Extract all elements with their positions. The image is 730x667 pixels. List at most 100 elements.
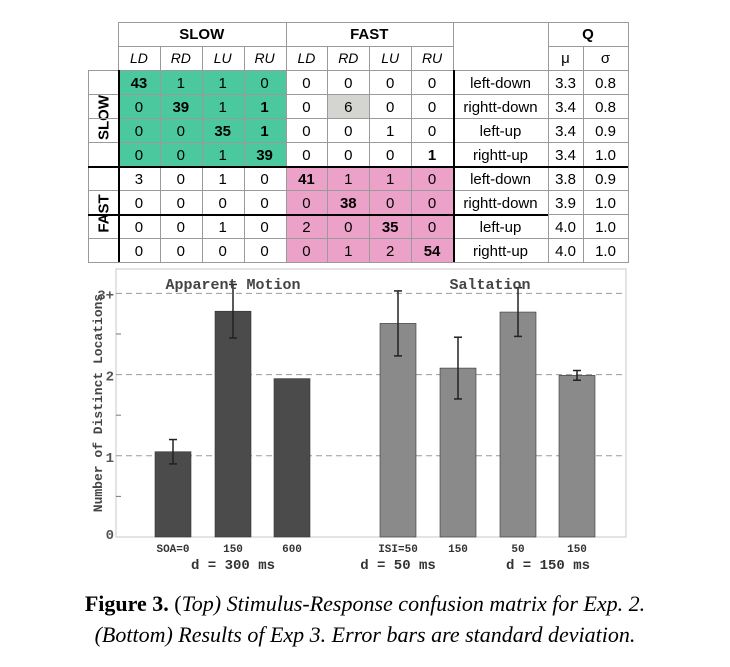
matrix-cell: 0 [411, 215, 453, 239]
matrix-cell: 38 [327, 191, 370, 215]
matrix-cell: 0 [427, 74, 437, 92]
figure-caption: Figure 3. (Top) Stimulus-Response confus… [0, 588, 730, 650]
column-header: RD [338, 50, 359, 66]
matrix-cell: 0 [118, 143, 160, 167]
bar [214, 310, 252, 538]
row-label: rightt-down [463, 98, 538, 116]
column-header: RD [170, 50, 191, 66]
matrix-cell: 0 [344, 74, 353, 92]
matrix-cell: 1 [201, 143, 244, 167]
matrix-cell: 1 [201, 95, 244, 119]
matrix-cell: 0 [218, 242, 227, 260]
matrix-cell: 0 [159, 119, 202, 143]
matrix-cell: 3 [134, 170, 144, 188]
column-header: LD [129, 50, 148, 66]
row-label-separator-line [118, 70, 120, 262]
caption-line1-text: ) Stimulus-Response confusion matrix for… [213, 591, 646, 616]
mu-value: 3.9 [555, 194, 576, 212]
matrix-cell: 1 [218, 218, 227, 236]
row-label: left-up [479, 218, 522, 236]
matrix-cell: 1 [327, 239, 370, 263]
mu-value: 3.4 [555, 98, 576, 116]
grid-line [548, 22, 549, 263]
matrix-cell: 35 [201, 119, 244, 143]
column-header: LU [213, 50, 232, 66]
group-separator-line [88, 166, 628, 168]
matrix-cell: 0 [344, 146, 353, 164]
grid-line [201, 46, 203, 263]
row-label: rightt-down [463, 194, 538, 212]
y-tick-label: 2 [106, 370, 114, 386]
matrix-cell: 0 [260, 218, 269, 236]
mu-value: 4.0 [555, 242, 576, 260]
grid-line [285, 22, 287, 46]
matrix-cell: 0 [427, 98, 437, 116]
fast-group-header: FAST [350, 25, 389, 43]
matrix-cell: 35 [369, 215, 412, 239]
matrix-cell: 0 [411, 167, 453, 191]
matrix-cell: 0 [243, 71, 286, 95]
caption-paren: ( [174, 591, 182, 616]
bar [273, 378, 311, 538]
grid-line [327, 46, 329, 263]
matrix-cell: 0 [176, 218, 185, 236]
mu-value: 4.0 [555, 218, 576, 236]
matrix-cell: 0 [302, 122, 311, 140]
x-tick-label: 150 [448, 544, 468, 556]
q-group-header: Q [582, 25, 594, 43]
matrix-cell: 1 [243, 95, 286, 119]
matrix-cell: 0 [386, 74, 395, 92]
row-label: rightt-up [472, 146, 529, 164]
matrix-cell: 0 [285, 191, 328, 215]
x-tick-label: 150 [567, 544, 587, 556]
x-tick-label: SOA=0 [156, 544, 189, 556]
matrix-cell: 0 [344, 122, 353, 140]
section-title: Saltation [449, 277, 530, 294]
sigma-value: 1.0 [595, 218, 616, 236]
grid-line [88, 70, 628, 71]
caption-top-word: Top [181, 591, 214, 616]
grid-line [88, 118, 628, 119]
confusion-matrix: SLOW FAST Q LD RD LU RU LD RD LU RU μ σ 43 1 1 0 0 0 0 0 left… [88, 22, 629, 264]
matrix-cell: 0 [159, 143, 202, 167]
grid-line [88, 142, 628, 143]
matrix-cell: 1 [218, 170, 227, 188]
grid-line [583, 46, 584, 263]
grid-line [548, 46, 628, 47]
matrix-cell: 0 [386, 146, 395, 164]
grid-line [243, 46, 245, 263]
matrix-cell: 1 [369, 167, 412, 191]
bar [499, 311, 537, 538]
bar-chart: 0 1 2 3+ Number of Distinct Locations SOA=0 15… [88, 267, 632, 579]
plot-frame [115, 268, 627, 538]
matrix-cell: 0 [369, 191, 412, 215]
matrix-cell: 0 [134, 218, 144, 236]
grid-line [628, 22, 629, 263]
matrix-cell: 0 [118, 95, 160, 119]
mu-value: 3.8 [555, 170, 576, 188]
row-label: left-down [470, 74, 531, 92]
matrix-cell: 0 [302, 74, 311, 92]
matrix-cell: 2 [285, 215, 328, 239]
matrix-cell: 0 [176, 242, 185, 260]
mu-value: 3.4 [555, 146, 576, 164]
matrix-cell: 1 [327, 167, 370, 191]
figure-label: Figure 3. [84, 591, 169, 616]
matrix-cell: 39 [159, 95, 202, 119]
matrix-cell: 0 [260, 242, 269, 260]
sigma-value: 0.8 [595, 74, 616, 92]
bar [379, 323, 417, 538]
row-separator-line [88, 214, 548, 216]
x-tick-label: 600 [282, 544, 302, 556]
matrix-cell: 39 [243, 143, 286, 167]
matrix-cell: 0 [411, 191, 453, 215]
grid-line [453, 22, 454, 46]
matrix-cell: 0 [285, 239, 328, 263]
group-label: d = 300 ms [191, 558, 275, 574]
caption-line-2: (Bottom) Results of Exp 3. Error bars ar… [94, 622, 636, 647]
column-header: RU [421, 50, 443, 66]
matrix-cell: 41 [285, 167, 328, 191]
grid-line [369, 46, 371, 263]
bar [558, 375, 596, 538]
matrix-cell: 0 [134, 242, 144, 260]
